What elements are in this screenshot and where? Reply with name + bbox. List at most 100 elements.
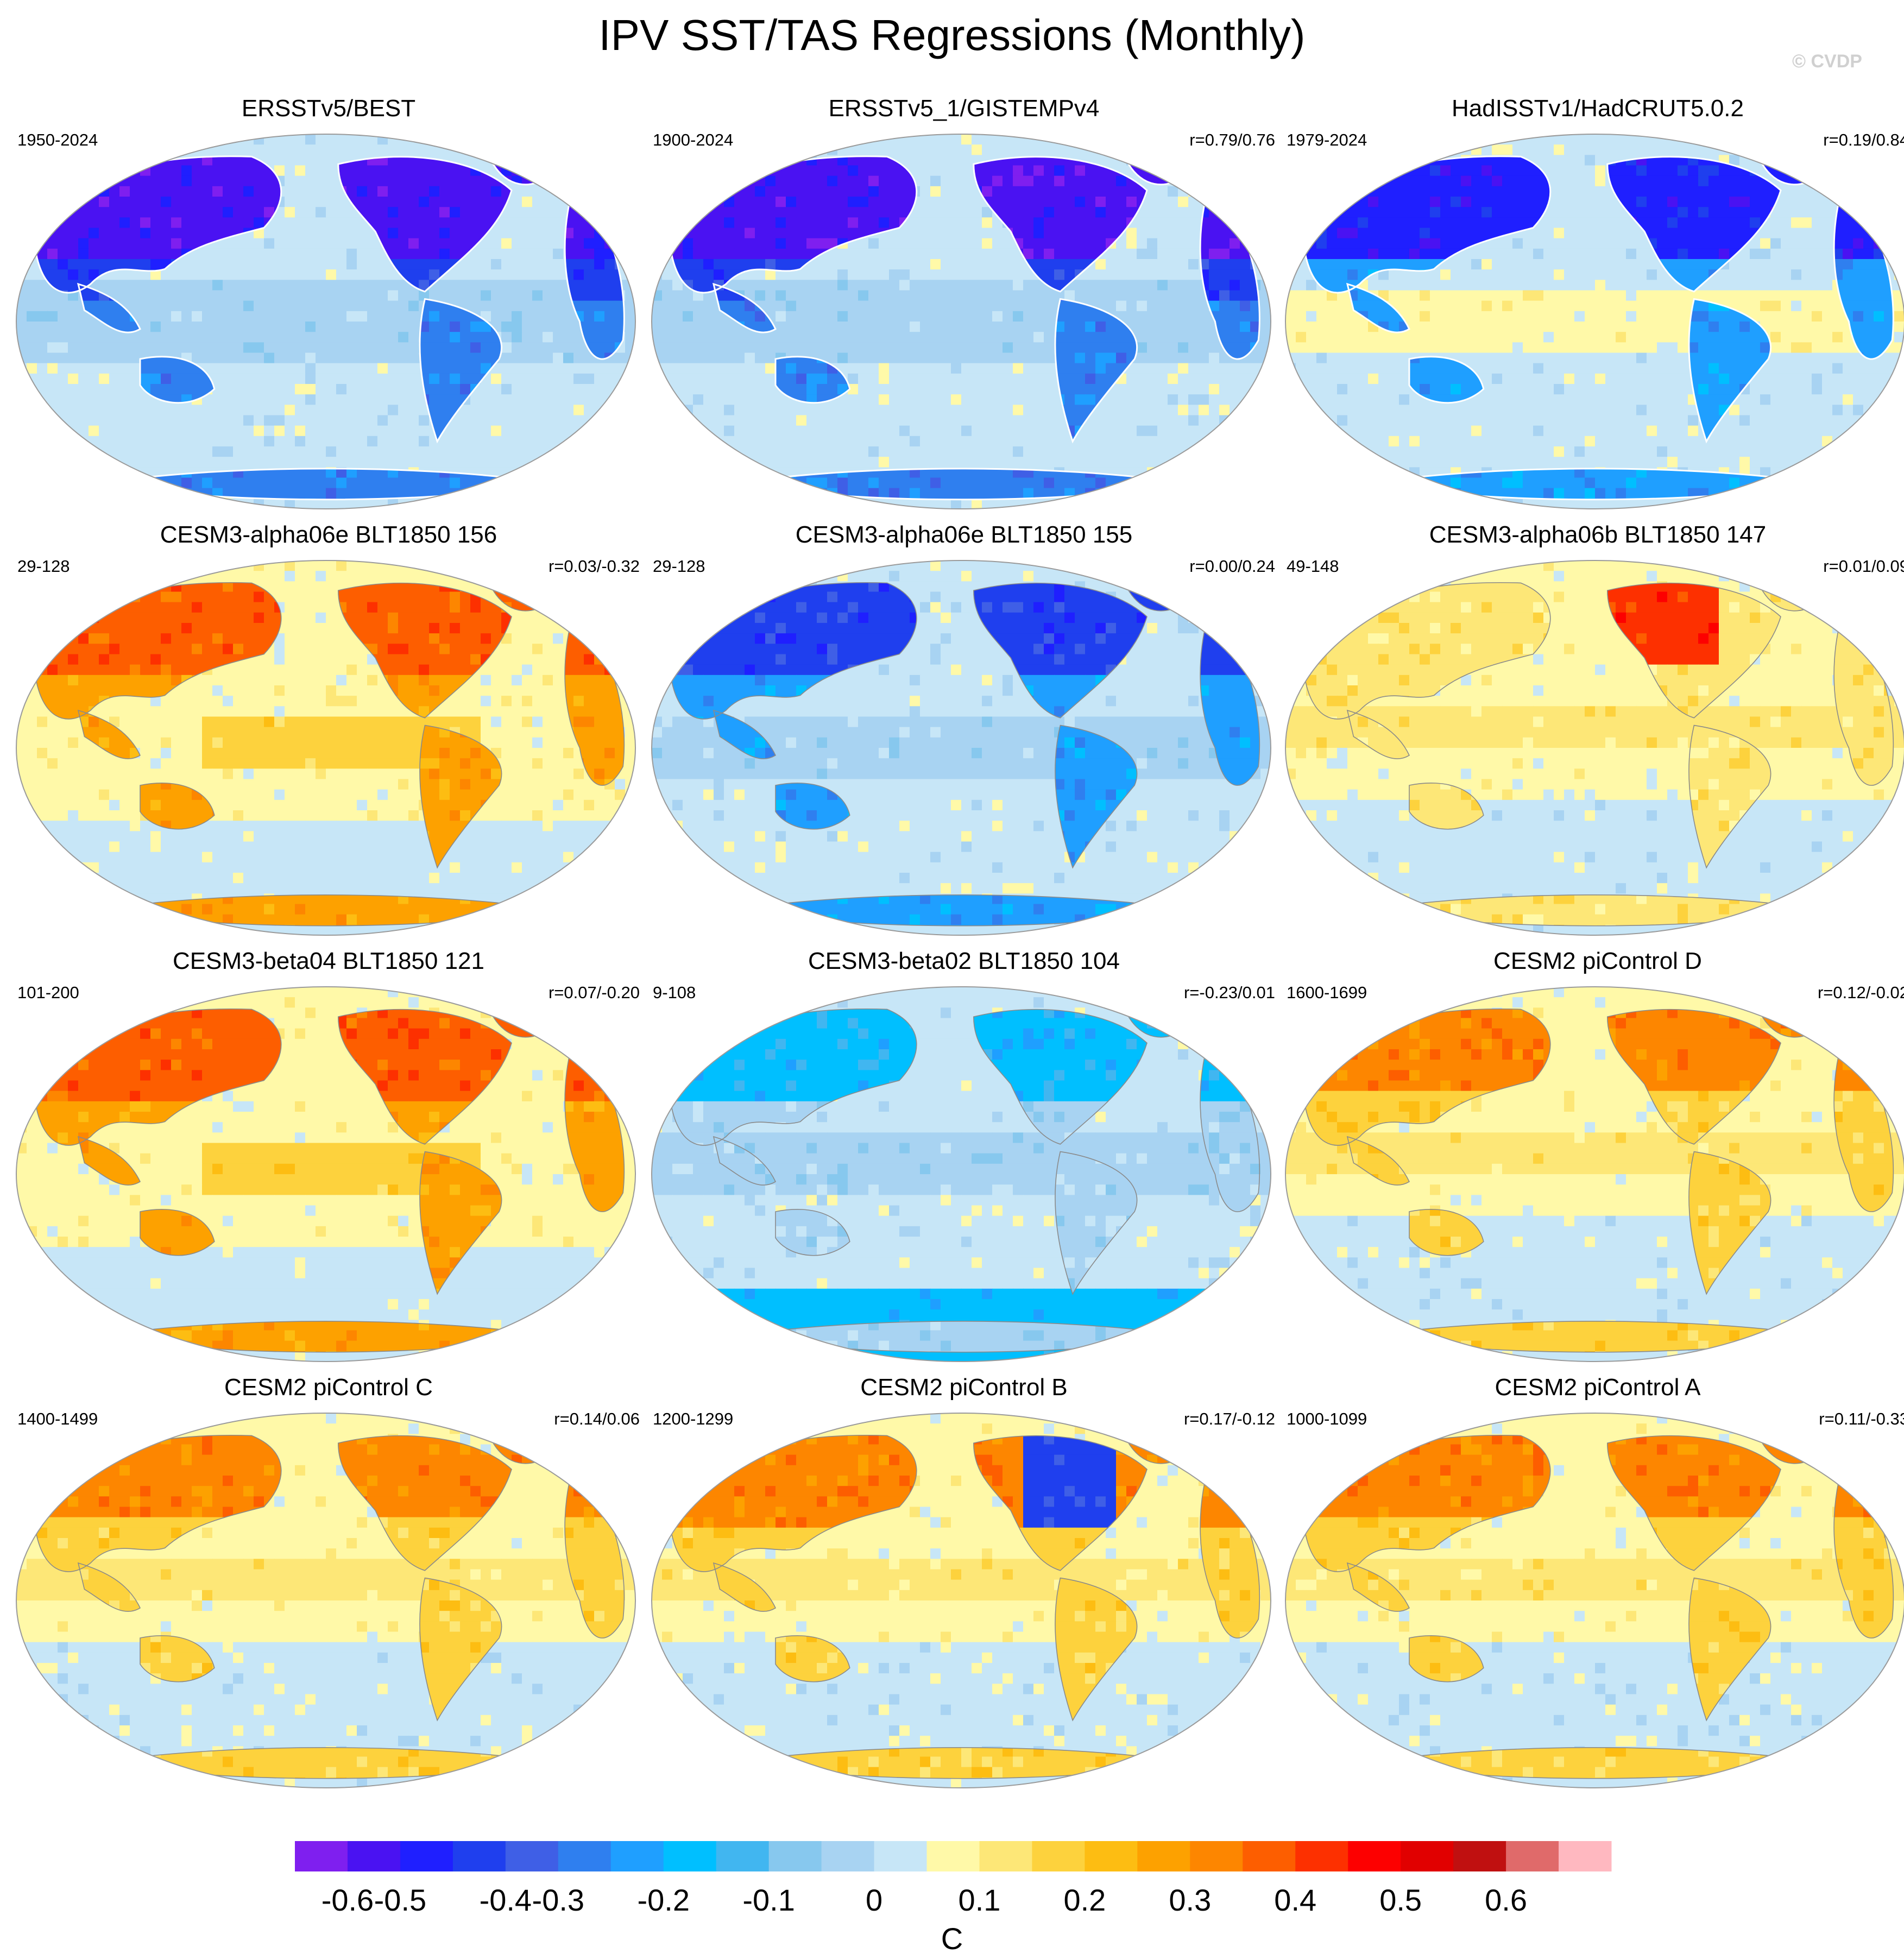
field-cell-ocean <box>140 144 151 155</box>
field-cell-ocean <box>346 217 357 229</box>
field-cell-land <box>460 217 471 229</box>
field-cell-ocean <box>573 446 584 457</box>
field-cell-ocean <box>693 155 704 166</box>
field-cell-ocean <box>532 436 543 447</box>
field-cell-ocean <box>573 165 584 177</box>
field-cell-ocean <box>254 300 264 312</box>
field-cell-ocean <box>563 415 574 426</box>
field-cell-ocean <box>130 425 141 437</box>
field-cell-ocean <box>326 228 337 239</box>
field-cell-ocean <box>553 217 564 229</box>
field-cell-ocean <box>714 165 724 177</box>
field-cell-ocean <box>254 394 264 405</box>
field-cell-ocean <box>243 457 254 468</box>
field-cell-ocean <box>460 415 471 426</box>
field-cell-ocean <box>377 498 388 509</box>
field-cell-ocean <box>543 436 553 447</box>
field-cell-land <box>615 175 625 187</box>
field-cell-ocean <box>553 394 564 405</box>
field-cell-ocean <box>543 217 553 229</box>
field-cell-ocean <box>37 165 48 177</box>
field-cell-land <box>47 155 58 166</box>
field-cell-ocean <box>470 280 481 291</box>
field-cell-ocean <box>615 415 626 426</box>
field-cell-land <box>460 477 471 489</box>
field-cell-ocean <box>243 415 254 426</box>
field-cell-ocean <box>563 477 574 489</box>
field-cell-ocean <box>625 144 635 155</box>
field-cell-land <box>604 165 615 177</box>
field-cell-ocean <box>1126 144 1137 155</box>
field-cell-ocean <box>264 363 275 374</box>
field-cell-land <box>119 186 130 197</box>
field-cell-ocean <box>37 197 48 207</box>
field-cell-ocean <box>532 373 543 385</box>
field-cell-ocean <box>58 352 68 364</box>
field-cell-ocean <box>47 186 58 197</box>
field-cell-land <box>68 155 79 166</box>
field-cell-ocean <box>264 384 275 395</box>
field-cell-land <box>460 207 471 218</box>
field-cell-land <box>573 290 584 301</box>
field-cell-ocean <box>972 197 982 207</box>
field-cell-ocean <box>336 457 347 468</box>
field-cell-ocean <box>357 352 368 364</box>
field-cell-ocean <box>543 175 553 187</box>
field-cell-ocean <box>47 467 58 478</box>
map-panel-p1: ERSSTv5/BEST 1950-2024 <box>11 92 646 521</box>
field-cell-land <box>254 207 264 218</box>
field-cell-land <box>150 384 161 395</box>
field-cell-ocean <box>512 248 522 260</box>
field-cell-ocean <box>501 238 512 249</box>
field-cell-ocean <box>305 322 316 332</box>
field-cell-ocean <box>264 134 275 145</box>
field-cell-ocean <box>99 436 110 447</box>
field-cell-ocean <box>532 425 543 437</box>
field-cell-ocean <box>99 363 110 374</box>
field-cell-ocean <box>27 342 37 354</box>
field-cell-ocean <box>1178 165 1189 177</box>
field-cell-ocean <box>316 280 326 291</box>
field-cell-ocean <box>140 488 151 499</box>
field-cell-land <box>58 259 68 270</box>
field-cell-land <box>130 259 141 270</box>
field-cell-land <box>584 269 595 280</box>
field-cell-land <box>37 134 48 145</box>
field-cell-ocean <box>243 280 254 291</box>
field-cell-land <box>543 165 553 177</box>
field-cell-ocean <box>16 352 27 364</box>
field-cell-ocean <box>254 332 264 343</box>
field-cell-ocean <box>27 415 37 426</box>
field-cell-ocean <box>316 290 326 301</box>
field-cell-ocean <box>481 415 491 426</box>
field-cell-ocean <box>982 134 993 145</box>
field-cell-ocean <box>58 436 68 447</box>
field-cell-ocean <box>961 207 972 218</box>
field-cell-ocean <box>150 488 161 499</box>
field-cell-ocean <box>27 290 37 301</box>
field-cell-land <box>377 228 388 239</box>
field-cell-ocean <box>1209 144 1220 155</box>
field-cell-ocean <box>161 405 172 416</box>
field-cell-ocean <box>481 394 491 405</box>
field-cell-ocean <box>37 155 48 166</box>
field-cell-ocean <box>594 467 605 478</box>
field-cell-ocean <box>1219 207 1230 218</box>
field-cell-ocean <box>316 405 326 416</box>
field-cell-land <box>377 175 388 187</box>
field-cell-ocean <box>316 144 326 155</box>
field-cell-ocean <box>501 477 512 489</box>
field-cell-ocean <box>961 228 972 239</box>
field-cell-land <box>243 197 254 207</box>
field-cell-ocean <box>212 248 223 260</box>
watermark: © CVDP <box>1792 51 1862 72</box>
field-cell-ocean <box>1230 197 1240 207</box>
field-cell-land <box>78 446 89 457</box>
field-cell-ocean <box>295 155 306 166</box>
field-cell-land <box>35 175 37 187</box>
field-cell-ocean <box>264 322 275 332</box>
field-cell-land <box>604 300 615 312</box>
field-cell-land <box>439 238 450 249</box>
field-cell-ocean <box>316 134 326 145</box>
field-cell-land <box>171 373 182 385</box>
